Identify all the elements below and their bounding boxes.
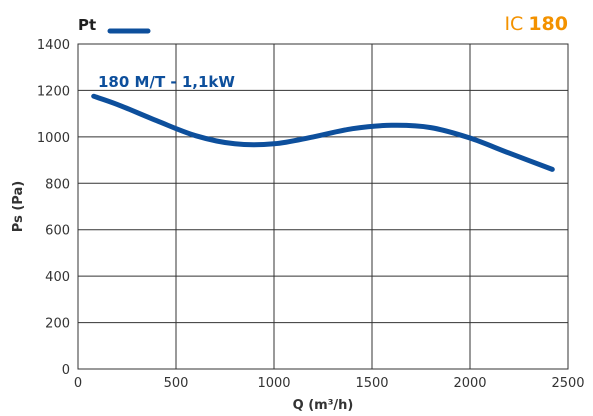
x-tick-label: 2500 bbox=[551, 376, 584, 391]
series-label: 180 M/T - 1,1kW bbox=[98, 73, 235, 91]
y-tick-label: 1000 bbox=[37, 131, 70, 146]
x-tick-label: 500 bbox=[164, 376, 189, 391]
y-tick-label: 200 bbox=[45, 317, 70, 332]
brand-prefix: IC bbox=[504, 13, 523, 35]
x-axis-ticks: 0 500 1000 1500 2000 2500 bbox=[74, 376, 585, 391]
series-line-0 bbox=[91, 93, 555, 172]
y-axis-label: Ps (Pa) bbox=[11, 181, 26, 232]
y-tick-label: 800 bbox=[45, 177, 70, 192]
x-tick-label: 0 bbox=[74, 376, 82, 391]
x-tick-label: 1500 bbox=[355, 376, 388, 391]
x-axis-label: Q (m³/h) bbox=[293, 398, 354, 413]
brand-model: 180 bbox=[528, 13, 568, 35]
y-tick-label: 400 bbox=[45, 270, 70, 285]
grid bbox=[77, 43, 569, 370]
y-tick-label: 600 bbox=[45, 224, 70, 239]
x-tick-label: 2000 bbox=[453, 376, 486, 391]
y-axis-ticks: 0 200 400 600 800 1000 1200 1400 bbox=[37, 38, 70, 378]
brand-logo: IC 180 bbox=[504, 13, 568, 35]
series-group bbox=[91, 93, 555, 172]
x-tick-label: 1000 bbox=[257, 376, 290, 391]
legend-label-pt: Pt bbox=[78, 16, 96, 34]
y-tick-label: 1200 bbox=[37, 84, 70, 99]
plot-frame bbox=[77, 43, 569, 370]
y-tick-label: 0 bbox=[62, 363, 70, 378]
y-tick-label: 1400 bbox=[37, 38, 70, 53]
